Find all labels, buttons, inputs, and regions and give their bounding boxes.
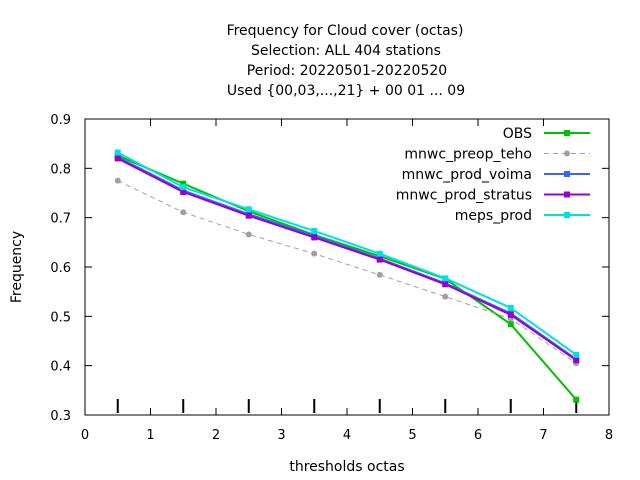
legend-marker — [564, 171, 570, 177]
series-line — [117, 157, 577, 362]
x-tick-label: 5 — [408, 428, 416, 443]
data-point — [442, 293, 449, 300]
series-line — [117, 151, 577, 356]
title-line: Selection: ALL 404 stations — [251, 43, 441, 59]
series-line — [117, 154, 578, 401]
x-axis-label: thresholds octas — [289, 459, 404, 475]
legend-label: mnwc_prod_stratus — [396, 188, 532, 204]
data-point — [180, 209, 187, 216]
data-point — [507, 321, 514, 328]
legend-entry: mnwc_prod_voima — [402, 167, 590, 183]
legend-label: meps_prod — [455, 208, 532, 224]
data-point — [180, 184, 187, 191]
legend-label: mnwc_prod_voima — [402, 167, 532, 183]
title-line: Period: 20220501-20220520 — [247, 63, 447, 79]
data-point — [376, 256, 383, 263]
data-point — [311, 250, 318, 257]
title-line: Frequency for Cloud cover (octas) — [227, 23, 464, 39]
x-tick-label: 7 — [539, 428, 547, 443]
data-point — [376, 271, 383, 278]
data-point — [180, 180, 187, 187]
series-mnwc_preop_teho — [114, 177, 580, 367]
plot-frame — [84, 118, 610, 416]
data-point — [311, 234, 318, 241]
data-point — [114, 177, 121, 184]
y-axis-label: Frequency — [9, 231, 25, 303]
legend-label: mnwc_preop_teho — [404, 147, 532, 163]
chart-title: Frequency for Cloud cover (octas) Selecti… — [227, 23, 466, 99]
legend-marker — [564, 212, 570, 218]
data-point — [114, 155, 121, 162]
x-tick-label: 4 — [343, 428, 351, 443]
y-tick-label: 0.5 — [50, 310, 71, 325]
series-mnwc_prod_stratus — [114, 155, 580, 364]
legend-entry: meps_prod — [455, 208, 590, 224]
x-tick-label: 6 — [474, 428, 482, 443]
y-tick-label: 0.6 — [50, 261, 71, 276]
x-tick-label: 8 — [605, 428, 613, 443]
series-line — [117, 156, 577, 361]
data-point — [245, 212, 252, 219]
data-point — [311, 227, 318, 234]
legend-entry: OBS — [503, 126, 590, 142]
title-line: Used {00,03,...,21} + 00 01 ... 09 — [227, 83, 465, 99]
x-tick-label: 3 — [277, 428, 285, 443]
legend-marker — [564, 150, 570, 157]
x-tick-label: 0 — [81, 428, 89, 443]
series-meps_prod — [114, 149, 580, 358]
data-point — [573, 357, 580, 364]
legend: OBS mnwc_preop_teho mnwc_prod_voima mnwc_pr… — [396, 126, 590, 224]
y-tick-label: 0.4 — [50, 360, 71, 375]
data-point — [573, 396, 580, 403]
data-point — [376, 250, 383, 257]
series-line — [117, 180, 577, 364]
legend-entry: mnwc_prod_stratus — [396, 188, 590, 204]
series-lines — [114, 149, 580, 403]
data-point — [573, 351, 580, 358]
data-point — [245, 206, 252, 213]
data-point — [114, 149, 121, 156]
data-point — [180, 189, 187, 196]
x-tick-label: 1 — [146, 428, 154, 443]
data-point — [442, 275, 449, 282]
y-tick-label: 0.9 — [50, 113, 71, 128]
x-tick-label: 2 — [212, 428, 220, 443]
y-tick-label: 0.3 — [50, 409, 71, 424]
data-point — [245, 231, 252, 238]
legend-marker — [564, 191, 570, 198]
legend-label: OBS — [503, 126, 532, 142]
y-tick-label: 0.7 — [50, 212, 71, 227]
data-point — [442, 281, 449, 288]
legend-marker — [564, 130, 570, 136]
data-point — [507, 311, 514, 318]
data-point — [507, 304, 514, 311]
legend-entry: mnwc_preop_teho — [404, 147, 590, 163]
y-tick-label: 0.8 — [50, 162, 71, 177]
